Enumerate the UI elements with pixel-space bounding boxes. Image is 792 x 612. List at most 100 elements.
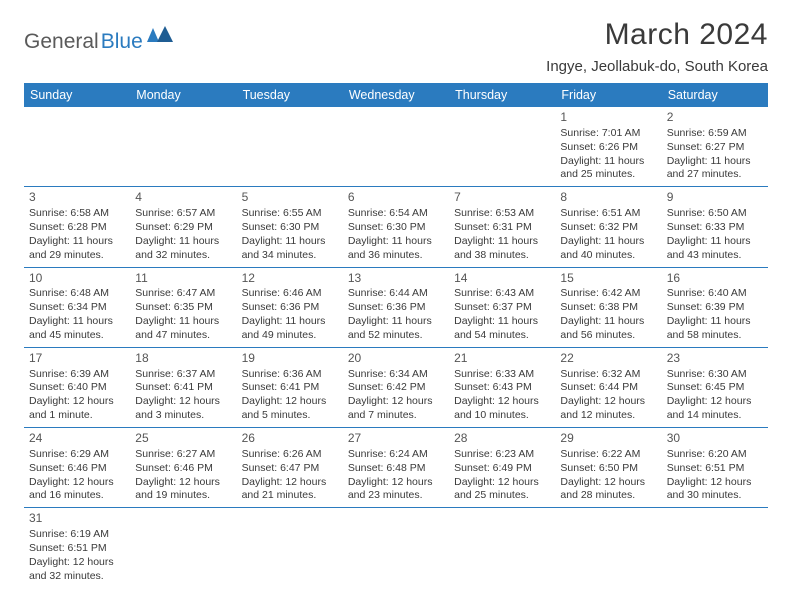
- sunset-text: Sunset: 6:47 PM: [242, 462, 338, 476]
- calendar-cell: [343, 107, 449, 187]
- daylight-text: Daylight: 12 hours and 3 minutes.: [135, 395, 231, 423]
- day-header: Saturday: [662, 83, 768, 107]
- daylight-text: Daylight: 11 hours and 40 minutes.: [560, 235, 656, 263]
- calendar-cell: [237, 107, 343, 187]
- calendar-cell: 11Sunrise: 6:47 AMSunset: 6:35 PMDayligh…: [130, 267, 236, 347]
- day-number: 21: [454, 351, 550, 367]
- sunrise-text: Sunrise: 6:24 AM: [348, 448, 444, 462]
- calendar-cell: [449, 107, 555, 187]
- daylight-text: Daylight: 12 hours and 25 minutes.: [454, 476, 550, 504]
- sunrise-text: Sunrise: 6:37 AM: [135, 368, 231, 382]
- sunset-text: Sunset: 6:33 PM: [667, 221, 763, 235]
- sunset-text: Sunset: 6:38 PM: [560, 301, 656, 315]
- daylight-text: Daylight: 12 hours and 14 minutes.: [667, 395, 763, 423]
- daylight-text: Daylight: 12 hours and 16 minutes.: [29, 476, 125, 504]
- daylight-text: Daylight: 12 hours and 1 minute.: [29, 395, 125, 423]
- sunrise-text: Sunrise: 6:32 AM: [560, 368, 656, 382]
- calendar-cell: 27Sunrise: 6:24 AMSunset: 6:48 PMDayligh…: [343, 428, 449, 508]
- daylight-text: Daylight: 12 hours and 30 minutes.: [667, 476, 763, 504]
- calendar-cell: 1Sunrise: 7:01 AMSunset: 6:26 PMDaylight…: [555, 107, 661, 187]
- sunset-text: Sunset: 6:44 PM: [560, 381, 656, 395]
- day-number: 16: [667, 271, 763, 287]
- sunset-text: Sunset: 6:43 PM: [454, 381, 550, 395]
- sunrise-text: Sunrise: 6:44 AM: [348, 287, 444, 301]
- calendar-cell: [555, 508, 661, 588]
- sunset-text: Sunset: 6:36 PM: [348, 301, 444, 315]
- daylight-text: Daylight: 11 hours and 52 minutes.: [348, 315, 444, 343]
- daylight-text: Daylight: 12 hours and 21 minutes.: [242, 476, 338, 504]
- calendar-cell: 5Sunrise: 6:55 AMSunset: 6:30 PMDaylight…: [237, 187, 343, 267]
- day-number: 24: [29, 431, 125, 447]
- sunset-text: Sunset: 6:50 PM: [560, 462, 656, 476]
- calendar-week: 3Sunrise: 6:58 AMSunset: 6:28 PM Daylight…: [24, 187, 768, 267]
- daylight-text: Daylight: 11 hours and 36 minutes.: [348, 235, 444, 263]
- day-number: 2: [667, 110, 763, 126]
- daylight-text: Daylight: 11 hours and 49 minutes.: [242, 315, 338, 343]
- calendar-cell: [24, 107, 130, 187]
- calendar-cell: [662, 508, 768, 588]
- sunset-text: Sunset: 6:46 PM: [29, 462, 125, 476]
- sunset-text: Sunset: 6:34 PM: [29, 301, 125, 315]
- title-block: March 2024 Ingye, Jeollabuk-do, South Ko…: [546, 18, 768, 75]
- sunset-text: Sunset: 6:41 PM: [135, 381, 231, 395]
- daylight-text: Daylight: 12 hours and 12 minutes.: [560, 395, 656, 423]
- calendar-cell: 12Sunrise: 6:46 AMSunset: 6:36 PMDayligh…: [237, 267, 343, 347]
- sunset-text: Sunset: 6:48 PM: [348, 462, 444, 476]
- calendar-week: 1Sunrise: 7:01 AMSunset: 6:26 PMDaylight…: [24, 107, 768, 187]
- sunrise-text: Sunrise: 6:19 AM: [29, 528, 125, 542]
- sunrise-text: Sunrise: 6:58 AM: [29, 207, 125, 221]
- daylight-text: Daylight: 12 hours and 23 minutes.: [348, 476, 444, 504]
- calendar-cell: 6Sunrise: 6:54 AMSunset: 6:30 PMDaylight…: [343, 187, 449, 267]
- day-header: Monday: [130, 83, 236, 107]
- sunrise-text: Sunrise: 6:47 AM: [135, 287, 231, 301]
- sunset-text: Sunset: 6:36 PM: [242, 301, 338, 315]
- daylight-text: Daylight: 11 hours and 34 minutes.: [242, 235, 338, 263]
- calendar-week: 31Sunrise: 6:19 AMSunset: 6:51 PMDayligh…: [24, 508, 768, 588]
- day-number: 1: [560, 110, 656, 126]
- daylight-text: Daylight: 11 hours and 25 minutes.: [560, 155, 656, 183]
- calendar-cell: 9Sunrise: 6:50 AMSunset: 6:33 PMDaylight…: [662, 187, 768, 267]
- calendar-cell: 16Sunrise: 6:40 AMSunset: 6:39 PMDayligh…: [662, 267, 768, 347]
- calendar-cell: 23Sunrise: 6:30 AMSunset: 6:45 PMDayligh…: [662, 347, 768, 427]
- day-header: Tuesday: [237, 83, 343, 107]
- daylight-text: Daylight: 12 hours and 5 minutes.: [242, 395, 338, 423]
- daylight-text: Daylight: 12 hours and 10 minutes.: [454, 395, 550, 423]
- daylight-text: Daylight: 12 hours and 32 minutes.: [29, 556, 125, 584]
- day-number: 9: [667, 190, 763, 206]
- sunrise-text: Sunrise: 6:55 AM: [242, 207, 338, 221]
- calendar-cell: 7Sunrise: 6:53 AMSunset: 6:31 PMDaylight…: [449, 187, 555, 267]
- sunrise-text: Sunrise: 6:33 AM: [454, 368, 550, 382]
- day-number: 20: [348, 351, 444, 367]
- sunrise-text: Sunrise: 6:53 AM: [454, 207, 550, 221]
- sunrise-text: Sunrise: 6:48 AM: [29, 287, 125, 301]
- daylight-text: Daylight: 11 hours and 32 minutes.: [135, 235, 231, 263]
- day-number: 31: [29, 511, 125, 527]
- sunrise-text: Sunrise: 6:26 AM: [242, 448, 338, 462]
- sunset-text: Sunset: 6:42 PM: [348, 381, 444, 395]
- month-title: March 2024: [546, 18, 768, 52]
- header: GeneralBlue March 2024 Ingye, Jeollabuk-…: [24, 18, 768, 75]
- day-number: 3: [29, 190, 125, 206]
- calendar-cell: 24Sunrise: 6:29 AMSunset: 6:46 PMDayligh…: [24, 428, 130, 508]
- day-header: Sunday: [24, 83, 130, 107]
- calendar-cell: [130, 107, 236, 187]
- sunset-text: Sunset: 6:39 PM: [667, 301, 763, 315]
- sunrise-text: Sunrise: 6:20 AM: [667, 448, 763, 462]
- sunrise-text: Sunrise: 7:01 AM: [560, 127, 656, 141]
- sunrise-text: Sunrise: 6:51 AM: [560, 207, 656, 221]
- logo-flag-icon: [147, 26, 173, 47]
- sunrise-text: Sunrise: 6:36 AM: [242, 368, 338, 382]
- calendar-cell: 29Sunrise: 6:22 AMSunset: 6:50 PMDayligh…: [555, 428, 661, 508]
- sunrise-text: Sunrise: 6:30 AM: [667, 368, 763, 382]
- calendar-cell: 20Sunrise: 6:34 AMSunset: 6:42 PMDayligh…: [343, 347, 449, 427]
- day-number: 4: [135, 190, 231, 206]
- day-number: 15: [560, 271, 656, 287]
- day-number: 8: [560, 190, 656, 206]
- day-number: 12: [242, 271, 338, 287]
- day-header: Thursday: [449, 83, 555, 107]
- sunset-text: Sunset: 6:51 PM: [667, 462, 763, 476]
- sunset-text: Sunset: 6:35 PM: [135, 301, 231, 315]
- day-number: 13: [348, 271, 444, 287]
- day-number: 18: [135, 351, 231, 367]
- sunset-text: Sunset: 6:28 PM: [29, 221, 125, 235]
